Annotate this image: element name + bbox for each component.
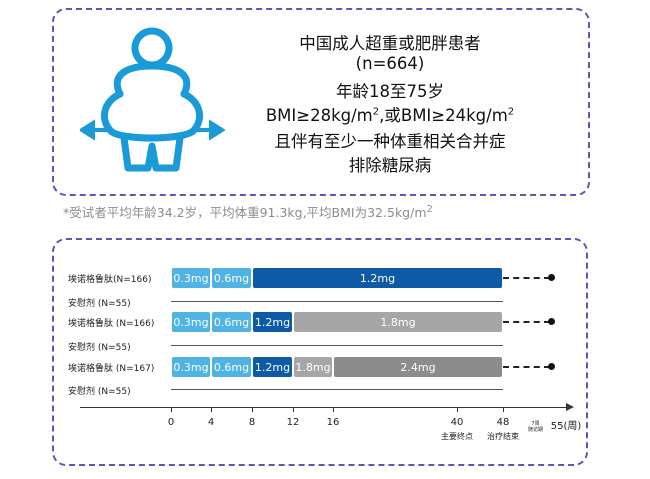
followup-end-dot <box>548 318 555 325</box>
row-label: 安慰剂 (N=55) <box>68 299 131 309</box>
baseline-footnote: *受试者平均年龄34.2岁，平均体重91.3kg,平均BMI为32.5kg/m2 <box>63 202 433 221</box>
x-tick-label: 16 <box>326 417 340 428</box>
dose-segment: 0.6mg <box>212 268 251 288</box>
dose-segment: 1.8mg <box>294 312 502 332</box>
followup-dashed-line <box>503 277 550 279</box>
exclusion-criteria: 排除糖尿病 <box>348 156 432 175</box>
x-axis-tick <box>211 407 212 412</box>
followup-period-text: 随访期 <box>528 427 544 433</box>
population-title: 中国成人超重或肥胖患者 <box>299 34 481 53</box>
obese-person-icon <box>80 27 225 172</box>
x-axis-tick <box>293 407 294 412</box>
x-tick-label: 48 <box>496 417 510 428</box>
x-axis-tick <box>252 407 253 412</box>
placebo-line <box>171 301 503 302</box>
footnote-text: *受试者平均年龄34.2岁，平均体重91.3kg,平均BMI为32.5kg/m <box>63 205 427 220</box>
x-axis-tick <box>171 407 172 412</box>
dose-segment: 1.8mg <box>294 357 332 377</box>
row-label: 埃诺格鲁肽(N=166) <box>68 275 152 285</box>
milestone-label: 治疗结束 <box>487 432 519 441</box>
row-label: 埃诺格鲁肽 (N=166) <box>68 319 155 329</box>
sample-size: (n=664) <box>355 54 425 73</box>
x-axis-tick <box>503 407 504 412</box>
bmi-sup1: 2 <box>372 106 380 118</box>
age-range: 年龄18至75岁 <box>336 82 444 101</box>
followup-period-text: 7周 <box>531 421 540 427</box>
placebo-line <box>171 389 503 390</box>
followup-period-label: 7周 随访期 <box>528 421 543 433</box>
x-tick-label: 55(周) <box>550 421 582 432</box>
row-label: 埃诺格鲁肽 (N=167) <box>68 364 155 374</box>
dose-segment: 0.3mg <box>172 357 210 377</box>
x-axis-tick <box>333 407 334 412</box>
x-axis-arrow <box>566 403 574 411</box>
bmi-criteria-part2: ,或BMI≥24kg/m <box>379 106 508 125</box>
milestone-label: 主要终点 <box>441 432 473 441</box>
dose-segment: 1.2mg <box>253 357 292 377</box>
followup-end-dot <box>548 274 555 281</box>
dose-segment: 0.6mg <box>212 312 251 332</box>
comorbidity-criteria: 且伴有至少一种体重相关合并症 <box>274 132 506 151</box>
row-label: 安慰剂 (N=55) <box>68 343 131 353</box>
bmi-sup2: 2 <box>507 106 515 118</box>
x-axis <box>80 407 568 408</box>
followup-dashed-line <box>503 366 550 368</box>
x-tick-label: 40 <box>450 417 464 428</box>
bmi-criteria-part1: BMI≥28kg/m <box>265 106 373 125</box>
x-tick-label: 8 <box>248 417 256 428</box>
footnote-sup: 2 <box>426 203 433 215</box>
dose-segment: 0.3mg <box>172 312 210 332</box>
x-axis-tick <box>457 407 458 412</box>
bmi-criteria: BMI≥28kg/m2,或BMI≥24kg/m2 <box>240 102 540 126</box>
followup-dashed-line <box>503 321 550 323</box>
row-label: 安慰剂 (N=55) <box>68 387 131 397</box>
x-tick-label: 12 <box>286 417 300 428</box>
dose-segment: 0.3mg <box>172 268 210 288</box>
followup-end-dot <box>548 363 555 370</box>
dose-segment: 0.6mg <box>212 357 251 377</box>
placebo-line <box>171 345 503 346</box>
dose-segment: 1.2mg <box>253 312 292 332</box>
x-tick-label: 4 <box>207 417 215 428</box>
dose-segment: 2.4mg <box>334 357 502 377</box>
dose-segment: 1.2mg <box>253 268 502 288</box>
x-tick-label: 0 <box>167 417 175 428</box>
